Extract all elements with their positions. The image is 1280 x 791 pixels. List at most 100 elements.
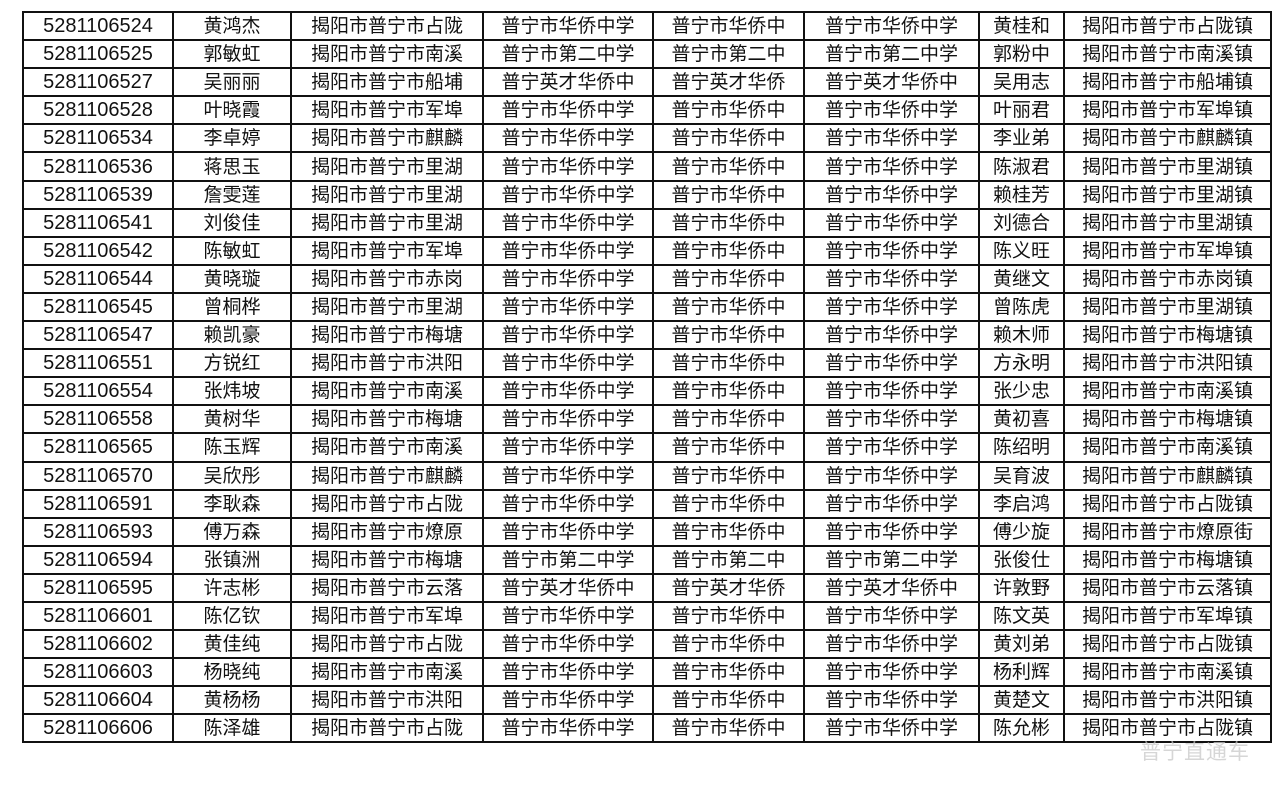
guardian-cell: 叶丽君 <box>978 95 1065 126</box>
school-short-cell: 普宁市华侨中 <box>652 629 805 660</box>
table-row: 5281106524 黄鸿杰 揭阳市普宁市占陇 普宁市华侨中学 普宁市华侨中 普宁市华侨中… <box>22 10 1272 42</box>
name-cell: 吴欣彤 <box>172 460 292 491</box>
school-cell: 普宁市华侨中学 <box>482 629 654 660</box>
guardian-cell: 陈淑君 <box>978 151 1065 182</box>
address-cell: 揭阳市普宁市洪阳 <box>290 348 484 379</box>
name-cell: 郭敏虹 <box>172 39 292 70</box>
school-cell: 普宁市华侨中学 <box>482 713 654 744</box>
school-full-cell: 普宁市华侨中学 <box>803 488 980 519</box>
id-cell: 5281106558 <box>22 404 174 435</box>
town-cell: 揭阳市普宁市南溪镇 <box>1063 657 1272 688</box>
name-cell: 陈玉辉 <box>172 432 292 463</box>
guardian-cell: 杨利辉 <box>978 657 1065 688</box>
school-short-cell: 普宁市华侨中 <box>652 376 805 407</box>
town-cell: 揭阳市普宁市燎原街 <box>1063 516 1272 547</box>
school-short-cell: 普宁市华侨中 <box>652 657 805 688</box>
name-cell: 陈敏虹 <box>172 235 292 266</box>
school-cell: 普宁市华侨中学 <box>482 151 654 182</box>
id-cell: 5281106593 <box>22 516 174 547</box>
name-cell: 傅万森 <box>172 516 292 547</box>
town-cell: 揭阳市普宁市麒麟镇 <box>1063 460 1272 491</box>
school-full-cell: 普宁市第二中学 <box>803 39 980 70</box>
town-cell: 揭阳市普宁市云落镇 <box>1063 572 1272 603</box>
school-full-cell: 普宁市华侨中学 <box>803 207 980 238</box>
name-cell: 黄杨杨 <box>172 685 292 716</box>
school-short-cell: 普宁市华侨中 <box>652 263 805 294</box>
school-short-cell: 普宁市华侨中 <box>652 207 805 238</box>
town-cell: 揭阳市普宁市梅塘镇 <box>1063 404 1272 435</box>
school-cell: 普宁市华侨中学 <box>482 291 654 323</box>
school-full-cell: 普宁市华侨中学 <box>803 179 980 210</box>
school-short-cell: 普宁市华侨中 <box>652 291 805 323</box>
guardian-cell: 陈允彬 <box>978 713 1065 744</box>
id-cell: 5281106602 <box>22 629 174 660</box>
school-short-cell: 普宁市华侨中 <box>652 713 805 744</box>
school-full-cell: 普宁市第二中学 <box>803 544 980 575</box>
guardian-cell: 张少忠 <box>978 376 1065 407</box>
town-cell: 揭阳市普宁市里湖镇 <box>1063 179 1272 210</box>
table-row: 5281106539 詹雯莲 揭阳市普宁市里湖 普宁市华侨中学 普宁市华侨中 普宁市华侨中… <box>22 179 1272 210</box>
town-cell: 揭阳市普宁市船埔镇 <box>1063 67 1272 98</box>
id-cell: 5281106541 <box>22 207 174 238</box>
town-cell: 揭阳市普宁市南溪镇 <box>1063 432 1272 463</box>
guardian-cell: 赖木师 <box>978 320 1065 351</box>
name-cell: 方锐红 <box>172 348 292 379</box>
school-full-cell: 普宁市华侨中学 <box>803 713 980 744</box>
address-cell: 揭阳市普宁市军埠 <box>290 600 484 632</box>
town-cell: 揭阳市普宁市军埠镇 <box>1063 95 1272 126</box>
address-cell: 揭阳市普宁市占陇 <box>290 10 484 42</box>
school-cell: 普宁市华侨中学 <box>482 685 654 716</box>
table-row: 5281106525 郭敏虹 揭阳市普宁市南溪 普宁市第二中学 普宁市第二中 普宁市第二中… <box>22 39 1272 70</box>
school-full-cell: 普宁市华侨中学 <box>803 348 980 379</box>
guardian-cell: 陈绍明 <box>978 432 1065 463</box>
id-cell: 5281106603 <box>22 657 174 688</box>
id-cell: 5281106554 <box>22 376 174 407</box>
school-cell: 普宁市华侨中学 <box>482 516 654 547</box>
school-full-cell: 普宁市华侨中学 <box>803 516 980 547</box>
school-cell: 普宁市华侨中学 <box>482 657 654 688</box>
table-row: 5281106606 陈泽雄 揭阳市普宁市占陇 普宁市华侨中学 普宁市华侨中 普宁市华侨中… <box>22 713 1272 744</box>
id-cell: 5281106544 <box>22 263 174 294</box>
guardian-cell: 陈文英 <box>978 600 1065 632</box>
id-cell: 5281106591 <box>22 488 174 519</box>
school-cell: 普宁市华侨中学 <box>482 263 654 294</box>
school-short-cell: 普宁市华侨中 <box>652 95 805 126</box>
address-cell: 揭阳市普宁市梅塘 <box>290 320 484 351</box>
school-short-cell: 普宁市华侨中 <box>652 235 805 266</box>
id-cell: 5281106547 <box>22 320 174 351</box>
address-cell: 揭阳市普宁市梅塘 <box>290 544 484 575</box>
name-cell: 吴丽丽 <box>172 67 292 98</box>
school-short-cell: 普宁市华侨中 <box>652 460 805 491</box>
table-row: 5281106565 陈玉辉 揭阳市普宁市南溪 普宁市华侨中学 普宁市华侨中 普宁市华侨中… <box>22 432 1272 463</box>
id-cell: 5281106527 <box>22 67 174 98</box>
name-cell: 詹雯莲 <box>172 179 292 210</box>
school-short-cell: 普宁市华侨中 <box>652 123 805 154</box>
town-cell: 揭阳市普宁市麒麟镇 <box>1063 123 1272 154</box>
guardian-cell: 赖桂芳 <box>978 179 1065 210</box>
table-row: 5281106602 黄佳纯 揭阳市普宁市占陇 普宁市华侨中学 普宁市华侨中 普宁市华侨中… <box>22 629 1272 660</box>
school-full-cell: 普宁英才华侨中 <box>803 67 980 98</box>
student-table: 5281106524 黄鸿杰 揭阳市普宁市占陇 普宁市华侨中学 普宁市华侨中 普宁市华侨中… <box>22 10 1272 744</box>
table-row: 5281106541 刘俊佳 揭阳市普宁市里湖 普宁市华侨中学 普宁市华侨中 普宁市华侨中… <box>22 207 1272 238</box>
address-cell: 揭阳市普宁市里湖 <box>290 291 484 323</box>
address-cell: 揭阳市普宁市南溪 <box>290 376 484 407</box>
town-cell: 揭阳市普宁市军埠镇 <box>1063 235 1272 266</box>
school-full-cell: 普宁市华侨中学 <box>803 629 980 660</box>
id-cell: 5281106606 <box>22 713 174 744</box>
address-cell: 揭阳市普宁市燎原 <box>290 516 484 547</box>
name-cell: 黄佳纯 <box>172 629 292 660</box>
school-full-cell: 普宁市华侨中学 <box>803 685 980 716</box>
guardian-cell: 吴用志 <box>978 67 1065 98</box>
guardian-cell: 刘德合 <box>978 207 1065 238</box>
table-row: 5281106601 陈亿钦 揭阳市普宁市军埠 普宁市华侨中学 普宁市华侨中 普宁市华侨中… <box>22 600 1272 632</box>
school-full-cell: 普宁市华侨中学 <box>803 10 980 42</box>
table-row: 5281106528 叶晓霞 揭阳市普宁市军埠 普宁市华侨中学 普宁市华侨中 普宁市华侨中… <box>22 95 1272 126</box>
school-short-cell: 普宁市华侨中 <box>652 348 805 379</box>
school-cell: 普宁市华侨中学 <box>482 600 654 632</box>
id-cell: 5281106528 <box>22 95 174 126</box>
id-cell: 5281106525 <box>22 39 174 70</box>
address-cell: 揭阳市普宁市南溪 <box>290 39 484 70</box>
town-cell: 揭阳市普宁市南溪镇 <box>1063 39 1272 70</box>
address-cell: 揭阳市普宁市南溪 <box>290 432 484 463</box>
name-cell: 许志彬 <box>172 572 292 603</box>
